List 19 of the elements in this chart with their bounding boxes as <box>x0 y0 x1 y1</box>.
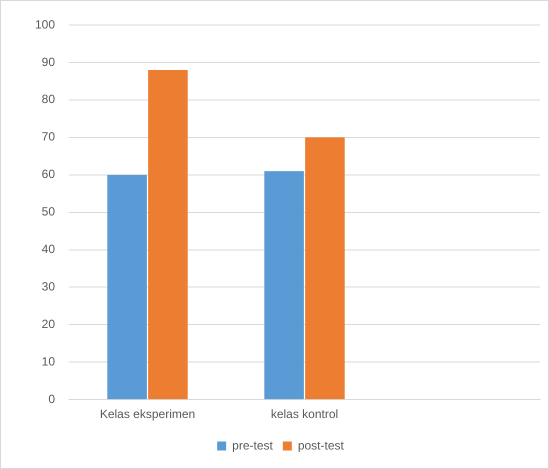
x-tick-label: Kelas eksperimen <box>100 407 196 422</box>
y-tick-label: 10 <box>42 354 56 368</box>
y-tick-label: 90 <box>42 54 56 69</box>
y-tick-label: 60 <box>42 167 56 182</box>
y-tick-label: 100 <box>34 17 56 32</box>
bar <box>264 171 304 400</box>
bar <box>107 174 147 400</box>
bar <box>305 137 345 400</box>
x-tick-label: kelas kontrol <box>270 407 338 422</box>
legend-label: pre-test <box>232 438 274 452</box>
y-tick-label: 40 <box>42 242 56 256</box>
y-tick-label: 20 <box>42 316 56 331</box>
y-tick-label: 0 <box>48 392 56 406</box>
legend-label: post-test <box>298 438 345 452</box>
y-tick-label: 80 <box>42 92 56 106</box>
y-tick-label: 30 <box>42 280 56 294</box>
y-tick-label: 50 <box>42 204 56 219</box>
y-tick-label: 70 <box>42 130 56 144</box>
bar <box>148 70 188 400</box>
